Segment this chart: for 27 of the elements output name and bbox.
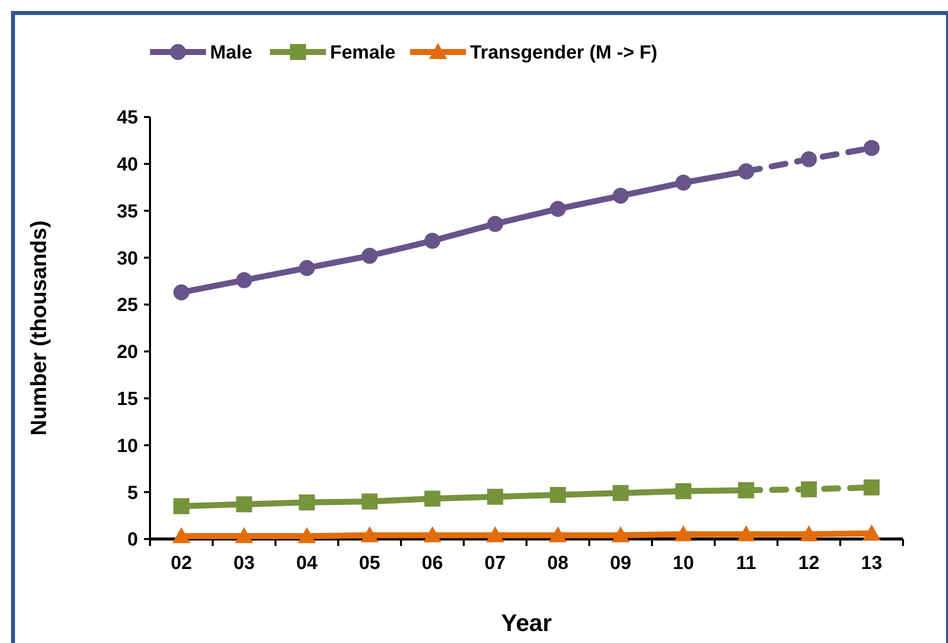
y-tick-label: 5	[127, 482, 138, 504]
x-tick-label: 07	[484, 553, 506, 574]
legend-label: Female	[330, 42, 396, 64]
x-tick-label: 03	[234, 553, 255, 574]
legend-label: Male	[210, 42, 252, 64]
y-tick-label: 40	[116, 154, 138, 176]
x-tick-label: 12	[798, 553, 820, 574]
x-tick-label: 13	[861, 553, 882, 574]
x-tick-label: 04	[296, 553, 318, 574]
x-tick-label: 09	[610, 553, 632, 574]
y-tick-label: 30	[116, 248, 138, 270]
x-tick-label: 06	[422, 553, 443, 574]
y-tick-label: 45	[116, 108, 138, 129]
y-tick-label: 35	[116, 201, 138, 222]
x-tick-label: 11	[736, 553, 757, 574]
x-tick-label: 08	[547, 553, 568, 574]
y-tick-label: 20	[116, 342, 138, 364]
y-tick-label: 10	[116, 436, 138, 457]
x-axis-title: Year	[501, 610, 552, 637]
y-tick-label: 25	[116, 295, 138, 316]
y-tick-label: 0	[127, 530, 138, 551]
y-tick-label: 15	[116, 388, 138, 410]
x-tick-label: 05	[359, 553, 381, 574]
x-tick-label: 02	[170, 553, 192, 574]
x-tick-label: 10	[672, 553, 694, 574]
legend-label: Transgender (M -> F)	[470, 42, 658, 64]
y-axis-title: Number (thousands)	[26, 220, 51, 436]
